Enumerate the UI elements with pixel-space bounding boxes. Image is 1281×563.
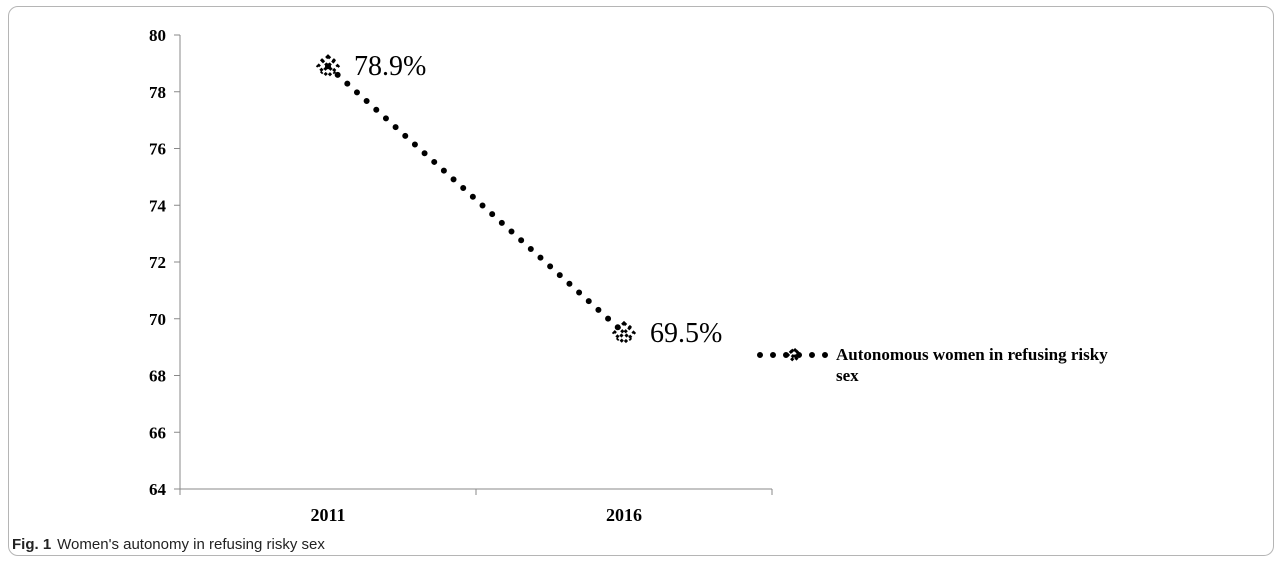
y-ticks: 64 66 68 70 72 74 76 78 80 <box>149 26 180 499</box>
legend: Autonomous women in refusing risky sex <box>757 345 1108 385</box>
y-tick-label: 70 <box>149 310 166 329</box>
figure-label: Fig. 1 <box>12 536 52 553</box>
y-tick-label: 72 <box>149 253 166 272</box>
chart-axes <box>179 35 772 490</box>
x-tick-label: 2016 <box>606 505 642 525</box>
figure-caption-text: Women's autonomy in refusing risky sex <box>57 536 325 553</box>
data-label: 69.5% <box>650 318 722 349</box>
legend-marker <box>785 346 803 364</box>
series-line <box>325 63 627 336</box>
data-label: 78.9% <box>354 51 426 82</box>
data-point-marker <box>611 320 637 346</box>
x-ticks: 2011 2016 <box>179 489 773 525</box>
series-group: 78.9% 69.5% <box>315 51 722 349</box>
y-tick-label: 66 <box>149 423 166 442</box>
y-tick-label: 76 <box>149 140 166 159</box>
y-tick-label: 80 <box>149 26 166 45</box>
x-tick-label: 2011 <box>310 505 345 525</box>
figure-caption: Fig. 1 Women's autonomy in refusing risky… <box>12 536 325 553</box>
y-tick-label: 74 <box>149 196 167 215</box>
figure-frame <box>8 6 1274 556</box>
y-tick-label: 68 <box>149 367 166 386</box>
legend-label: Autonomous women in refusing risky sex <box>836 345 1108 385</box>
y-tick-label: 64 <box>149 480 167 499</box>
y-tick-label: 78 <box>149 83 166 102</box>
